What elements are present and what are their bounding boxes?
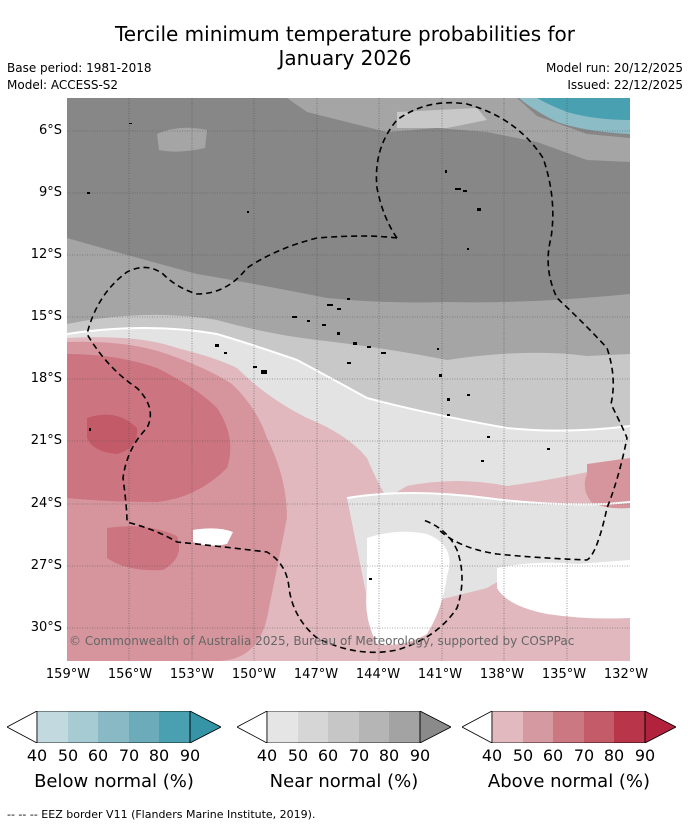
eez-border-east (375, 101, 628, 561)
tick-label: 80 (378, 746, 400, 765)
tick-label: 90 (179, 746, 201, 765)
model-run: Model run: 20/12/2025 (545, 61, 683, 75)
colorbar-above-seg (553, 711, 584, 743)
tick-label: 70 (348, 746, 370, 765)
tick-label: 90 (409, 746, 431, 765)
lat-label: 21°S (30, 433, 62, 448)
issued-date: Issued: 22/12/2025 (567, 78, 683, 92)
lon-label: 150°W (231, 667, 277, 682)
tick-label: 40 (481, 746, 503, 765)
lat-label: 9°S (38, 185, 62, 200)
region-near-mid-patch (157, 127, 207, 152)
lon-label: 138°W (479, 667, 525, 682)
colorbar-above-seg (523, 711, 553, 743)
lon-label: 132°W (603, 667, 649, 682)
near-normal-boundary (67, 327, 630, 432)
meta-right: Model run: 20/12/2025 Issued: 22/12/2025 (546, 60, 683, 94)
lon-label: 147°W (293, 667, 339, 682)
meta-left: Base period: 1981-2018 Model: ACCESS-S2 (7, 60, 152, 94)
eez-border-west (86, 235, 463, 654)
colorbar-near-seg (298, 711, 328, 743)
lat-label: 6°S (38, 123, 62, 138)
region-below-dark (537, 98, 630, 120)
tick-label: 50 (287, 746, 309, 765)
lon-label: 144°W (355, 667, 401, 682)
colorbar-near-seg (267, 711, 298, 743)
lat-label: 15°S (30, 309, 62, 324)
colorbar-near-label: Near normal (%) (269, 771, 419, 792)
tick-label: 60 (317, 746, 339, 765)
colorbar-above (462, 711, 676, 743)
region-white-south (366, 531, 450, 645)
colorbar-below-seg (129, 711, 159, 743)
base-period: Base period: 1981-2018 (7, 61, 152, 75)
region-above-mid (67, 354, 231, 502)
colorbar-above-seg (614, 711, 645, 743)
lon-label: 153°W (169, 667, 215, 682)
colorbar-near-seg (328, 711, 359, 743)
lat-label: 27°S (30, 558, 62, 573)
colorbar-below-seg (37, 711, 68, 743)
tick-label: 70 (118, 746, 140, 765)
tick-label: 80 (148, 746, 170, 765)
lat-label: 12°S (30, 247, 62, 262)
tick-label: 60 (87, 746, 109, 765)
tick-label: 50 (512, 746, 534, 765)
region-white-patch (193, 528, 233, 546)
tick-label: 50 (57, 746, 79, 765)
copyright-notice: © Commonwealth of Australia 2025, Bureau… (69, 634, 575, 648)
colorbar-above-seg (584, 711, 614, 743)
tick-label: 40 (26, 746, 48, 765)
colorbar-near-seg (389, 711, 420, 743)
model-name: Model: ACCESS-S2 (7, 78, 119, 92)
lat-label: 30°S (30, 620, 62, 635)
region-above-dark (87, 414, 138, 454)
title-line-1: Tercile minimum temperature probabilitie… (114, 22, 576, 46)
map-title: Tercile minimum temperature probabilitie… (0, 22, 690, 70)
colorbar-below-arrow (189, 711, 221, 743)
region-above-patch-east (584, 458, 630, 509)
tick-label: 60 (542, 746, 564, 765)
lon-label: 141°W (417, 667, 463, 682)
colorbar-near (237, 711, 451, 743)
region-above-patch-south (107, 526, 180, 571)
colorbar-above-arrow (644, 711, 676, 743)
region-white-southeast (497, 560, 630, 619)
colorbar-near-seg (359, 711, 389, 743)
probability-map (67, 98, 630, 661)
above-normal-boundary (346, 492, 630, 506)
eez-legend: -- -- -- EEZ border V11 (Flanders Marine… (7, 808, 316, 821)
colorbar-above-label: Above normal (%) (487, 771, 651, 792)
lon-label: 159°W (45, 667, 91, 682)
lat-label: 24°S (30, 496, 62, 511)
tick-label: 40 (256, 746, 278, 765)
colorbar-below-seg (98, 711, 129, 743)
islands (87, 123, 550, 580)
colorbar-below (7, 711, 221, 743)
colorbar-below-seg (159, 711, 190, 743)
tick-label: 80 (603, 746, 625, 765)
lon-label: 135°W (541, 667, 587, 682)
colorbar-below-label: Below normal (%) (34, 771, 194, 792)
colorbar-below-seg (68, 711, 98, 743)
region-near-mid-top (287, 98, 630, 162)
lat-label: 18°S (30, 371, 62, 386)
colorbar-above-seg (492, 711, 523, 743)
tick-label: 70 (573, 746, 595, 765)
title-line-2: January 2026 (278, 46, 412, 70)
lon-label: 156°W (107, 667, 153, 682)
tick-label: 90 (634, 746, 656, 765)
colorbar-near-arrow (419, 711, 451, 743)
